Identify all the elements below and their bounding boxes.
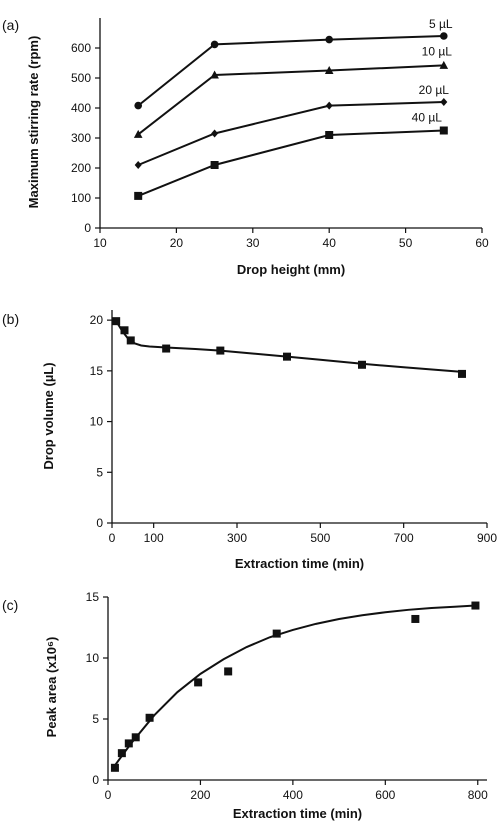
data-point: [194, 678, 203, 687]
data-point: [272, 629, 281, 638]
x-axis-title: Extraction time (min): [233, 806, 362, 821]
series-line: [137, 101, 444, 166]
data-point: [134, 191, 143, 200]
y-axis-title: Maximum stirring rate (rpm): [26, 36, 41, 209]
data-point: [216, 346, 225, 355]
x-tick-label: 500: [310, 531, 330, 545]
data-point: [211, 129, 219, 138]
data-point: [471, 601, 480, 610]
y-tick-label: 20: [90, 313, 104, 327]
y-tick-label: 0: [92, 773, 99, 787]
x-tick-label: 50: [399, 236, 413, 250]
x-axis-title: Extraction time (min): [235, 556, 364, 571]
data-point: [324, 66, 334, 74]
chart-panel-b: (b) 0 100 300 500 700 900 0 5 10 15 20 Extraction ti…: [2, 310, 497, 571]
data-point: [325, 35, 334, 44]
x-tick-label: 200: [190, 788, 210, 802]
data-point: [145, 713, 154, 722]
x-tick-label: 600: [375, 788, 395, 802]
x-axis-title: Drop height (mm): [237, 262, 345, 277]
series-line: [137, 35, 444, 107]
y-tick-label: 0: [96, 516, 103, 530]
fit-curve: [114, 604, 476, 766]
data-point: [224, 667, 233, 676]
x-tick-label: 900: [477, 531, 497, 545]
y-tick-label: 10: [86, 651, 100, 665]
data-point: [283, 352, 291, 361]
series-line: [137, 129, 444, 197]
x-tick-label: 400: [283, 788, 303, 802]
x-tick-label: 100: [144, 531, 164, 545]
x-tick-label: 10: [93, 236, 107, 250]
series-label: 10 µL: [422, 44, 453, 58]
y-tick-label: 400: [71, 101, 91, 115]
y-tick-label: 300: [71, 131, 91, 145]
y-tick-label: 0: [84, 221, 91, 235]
panel-label: (b): [2, 311, 19, 327]
data-point: [210, 40, 219, 49]
x-tick-label: 800: [468, 788, 488, 802]
y-axis-title: Drop volume (µL): [41, 362, 56, 469]
data-point: [458, 369, 466, 378]
series-line: [137, 64, 444, 136]
data-point: [411, 614, 420, 623]
y-tick-label: 500: [71, 71, 91, 85]
data-point: [131, 733, 140, 742]
y-tick-label: 100: [71, 191, 91, 205]
data-point: [210, 161, 219, 169]
data-point: [358, 360, 366, 369]
data-point: [112, 317, 121, 326]
data-point: [133, 129, 143, 138]
data-point: [134, 161, 142, 169]
data-point: [120, 326, 129, 335]
x-tick-label: 60: [475, 236, 489, 250]
series-label: 40 µL: [412, 111, 443, 125]
y-tick-label: 5: [96, 465, 103, 479]
data-point: [439, 126, 448, 135]
y-tick-label: 10: [90, 415, 104, 429]
panel-label: (a): [2, 17, 19, 33]
y-tick-label: 15: [86, 590, 100, 604]
data-point: [325, 131, 334, 139]
y-tick-label: 15: [90, 364, 104, 378]
series-label: 5 µL: [429, 17, 453, 31]
x-tick-label: 40: [323, 236, 337, 250]
data-point: [440, 98, 448, 106]
data-point: [325, 101, 333, 110]
x-tick-label: 0: [109, 531, 116, 545]
data-point: [117, 749, 126, 758]
y-tick-label: 200: [71, 161, 91, 175]
y-axis-title: Peak area (x10⁶): [44, 637, 59, 738]
data-point: [210, 70, 219, 79]
series-label: 20 µL: [419, 83, 450, 97]
data-point: [124, 739, 133, 748]
y-tick-label: 600: [71, 41, 91, 55]
data-point: [440, 32, 448, 40]
y-tick-label: 5: [92, 712, 99, 726]
panel-label: (c): [2, 597, 18, 613]
data-point: [126, 336, 135, 345]
chart-panel-c: (c) 0 200 400 600 800 0 5 10 15 Extraction time (m…: [2, 590, 488, 821]
data-point: [134, 101, 142, 110]
x-tick-label: 700: [394, 531, 414, 545]
data-point: [439, 60, 449, 69]
x-tick-label: 20: [170, 236, 184, 250]
data-point: [162, 344, 171, 353]
x-tick-label: 30: [246, 236, 260, 250]
x-tick-label: 0: [105, 788, 112, 802]
x-tick-label: 300: [227, 531, 247, 545]
data-point: [110, 763, 119, 772]
